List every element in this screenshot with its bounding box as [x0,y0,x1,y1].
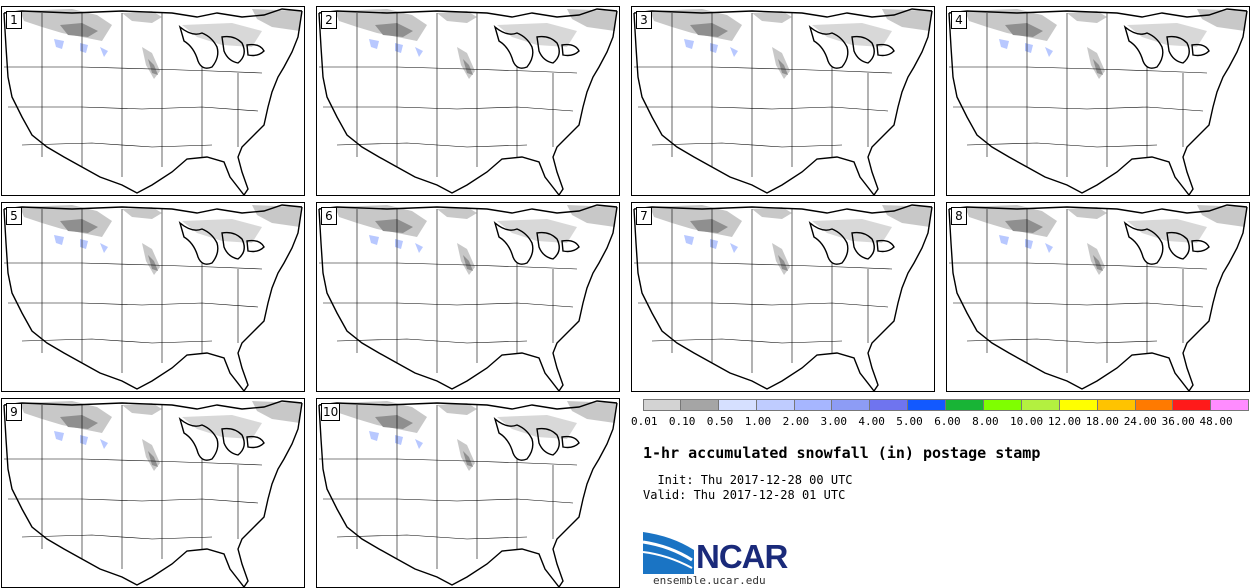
us-snowfall-map [3,400,303,587]
us-snowfall-map [3,204,303,391]
map-panel-7: 7 [631,202,935,392]
colorbar-tick-label: 1.00 [744,415,772,428]
colorbar-swatch [946,399,985,411]
site-url: ensemble.ucar.edu [653,574,766,587]
map-panel-2: 2 [316,6,620,196]
us-snowfall-map [3,8,303,195]
colorbar-tick-label: 24.00 [1123,415,1157,428]
colorbar-swatch [870,399,909,411]
colorbar [643,399,1250,411]
colorbar-tick-label: 6.00 [934,415,961,428]
map-panel-4: 4 [946,6,1250,196]
panel-number: 5 [6,207,22,225]
ncar-logo-icon [642,532,694,574]
us-snowfall-map [633,8,933,195]
valid-time: Valid: Thu 2017-12-28 01 UTC [643,488,846,502]
map-panel-5: 5 [1,202,305,392]
colorbar-tick-label: 8.00 [972,415,999,428]
colorbar-swatch [832,399,871,411]
colorbar-tick-label: 3.00 [820,415,848,428]
colorbar-tick-label: 2.00 [782,415,810,428]
map-panel-1: 1 [1,6,305,196]
colorbar-tick-label: 36.00 [1161,415,1195,428]
chart-title: 1-hr accumulated snowfall (in) postage s… [643,444,1041,462]
map-panel-10: 10 [316,398,620,588]
map-panel-6: 6 [316,202,620,392]
us-snowfall-map [633,204,933,391]
colorbar-swatch [1135,399,1174,411]
colorbar-tick-label: 0.50 [706,415,734,428]
map-panel-8: 8 [946,202,1250,392]
colorbar-swatch [908,399,947,411]
colorbar-tick-label: 10.00 [1010,415,1044,428]
colorbar-swatch [794,399,833,411]
colorbar-tick-label: 12.00 [1047,415,1082,428]
colorbar-tick-label: 0.10 [668,415,696,428]
colorbar-swatch [984,399,1022,411]
us-snowfall-map [948,204,1248,391]
colorbar-swatch [718,399,757,411]
us-snowfall-map [318,400,618,587]
init-time: Init: Thu 2017-12-28 00 UTC [643,473,853,487]
us-snowfall-map [318,204,618,391]
colorbar-swatch [643,399,681,411]
colorbar-tick-label: 48.00 [1199,415,1233,428]
colorbar-swatch [1211,399,1250,411]
colorbar-tick-label: 0.01 [631,415,658,428]
colorbar-tick-label: 4.00 [858,415,885,428]
colorbar-swatch [1173,399,1212,411]
us-snowfall-map [318,8,618,195]
colorbar-swatch [1059,399,1098,411]
colorbar-swatch [1097,399,1136,411]
panel-number: 3 [636,11,652,29]
colorbar-swatch [756,399,795,411]
colorbar-tick-label: 5.00 [896,415,923,428]
colorbar-tick-label: 18.00 [1085,415,1119,428]
colorbar-swatch [680,399,719,411]
panel-number: 1 [6,11,22,29]
panel-number: 7 [636,207,652,225]
us-snowfall-map [948,8,1248,195]
panel-number: 4 [951,11,967,29]
map-panel-9: 9 [1,398,305,588]
map-panel-3: 3 [631,6,935,196]
panel-number: 8 [951,207,967,225]
panel-number: 9 [6,403,22,421]
ncar-logo-text: NCAR [696,538,788,575]
panel-number: 6 [321,207,337,225]
panel-number: 2 [321,11,337,29]
colorbar-swatch [1021,399,1060,411]
panel-number: 10 [321,403,341,421]
